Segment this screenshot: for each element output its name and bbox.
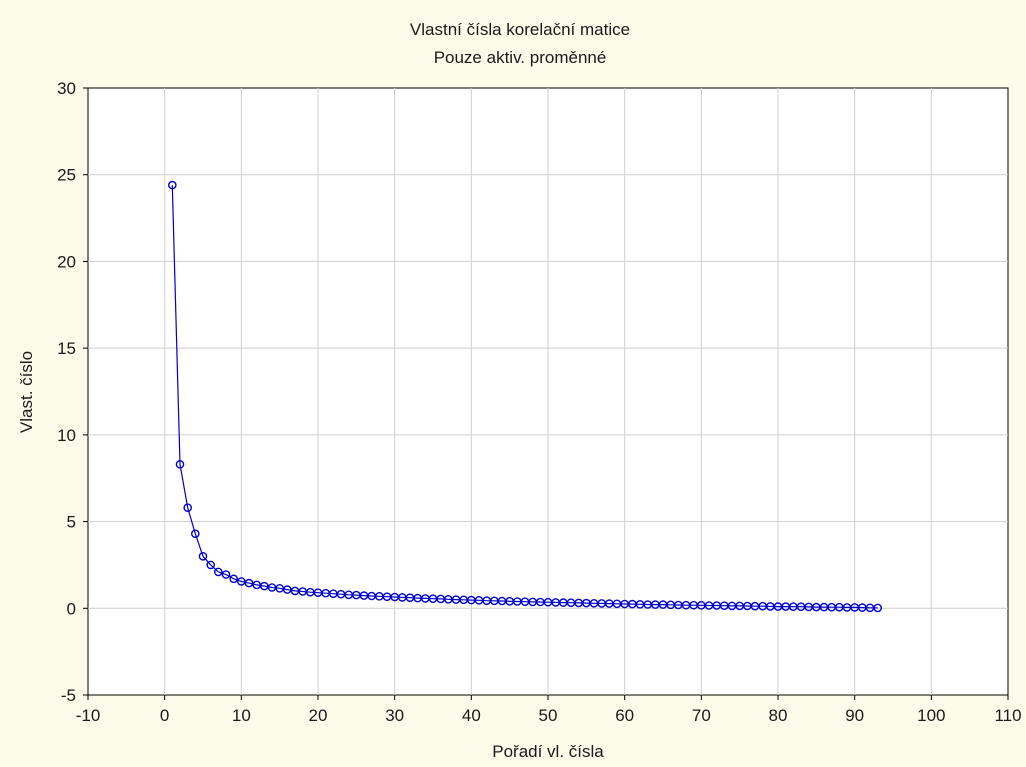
- x-tick-label: 110: [994, 706, 1021, 725]
- data-point: [175, 459, 185, 469]
- y-tick-label: 30: [57, 79, 76, 98]
- y-tick-label: -5: [61, 686, 76, 705]
- axis-ticks: [83, 87, 1009, 700]
- x-tick-label: 10: [232, 706, 251, 725]
- data-point: [190, 529, 200, 539]
- x-tick-label: 20: [309, 706, 328, 725]
- x-tick-label: 40: [462, 706, 481, 725]
- x-tick-label: 0: [160, 706, 169, 725]
- x-tick-label: 90: [845, 706, 864, 725]
- x-tick-label: 50: [539, 706, 558, 725]
- y-tick-labels: -5 0 5 10 15 20 25 30: [57, 79, 76, 705]
- data-point: [229, 574, 238, 584]
- x-tick-label: -10: [76, 706, 101, 725]
- x-tick-label: 80: [769, 706, 788, 725]
- data-point: [873, 603, 883, 613]
- x-tick-labels: -10 0 10 20 30 40 50 60 70 80 90 100 110: [76, 706, 1022, 725]
- y-tick-label: 5: [67, 513, 76, 532]
- x-tick-label: 30: [385, 706, 404, 725]
- chart-title: Vlastní čísla korelační matice: [410, 20, 630, 39]
- y-tick-label: 0: [67, 599, 76, 618]
- y-tick-label: 10: [57, 426, 76, 445]
- x-tick-label: 60: [615, 706, 634, 725]
- chart-subtitle: Pouze aktiv. proměnné: [434, 48, 607, 67]
- x-tick-label: 100: [917, 706, 945, 725]
- data-point: [244, 578, 254, 588]
- y-tick-label: 20: [57, 252, 76, 271]
- data-point: [183, 503, 192, 513]
- y-tick-label: 15: [57, 339, 76, 358]
- x-tick-label: 70: [692, 706, 711, 725]
- data-point: [282, 585, 292, 594]
- series-line: [171, 185, 878, 609]
- data-point: [213, 567, 223, 577]
- data-point: [259, 581, 269, 591]
- data-point: [236, 577, 246, 586]
- y-axis-label: Vlast. číslo: [17, 351, 36, 433]
- data-point: [206, 560, 215, 570]
- data-point: [167, 180, 177, 190]
- x-axis-label: Pořadí vl. čísla: [492, 742, 604, 761]
- data-point: [198, 552, 208, 561]
- series-points: [167, 180, 883, 613]
- data-point: [221, 570, 231, 579]
- y-tick-label: 25: [57, 166, 76, 185]
